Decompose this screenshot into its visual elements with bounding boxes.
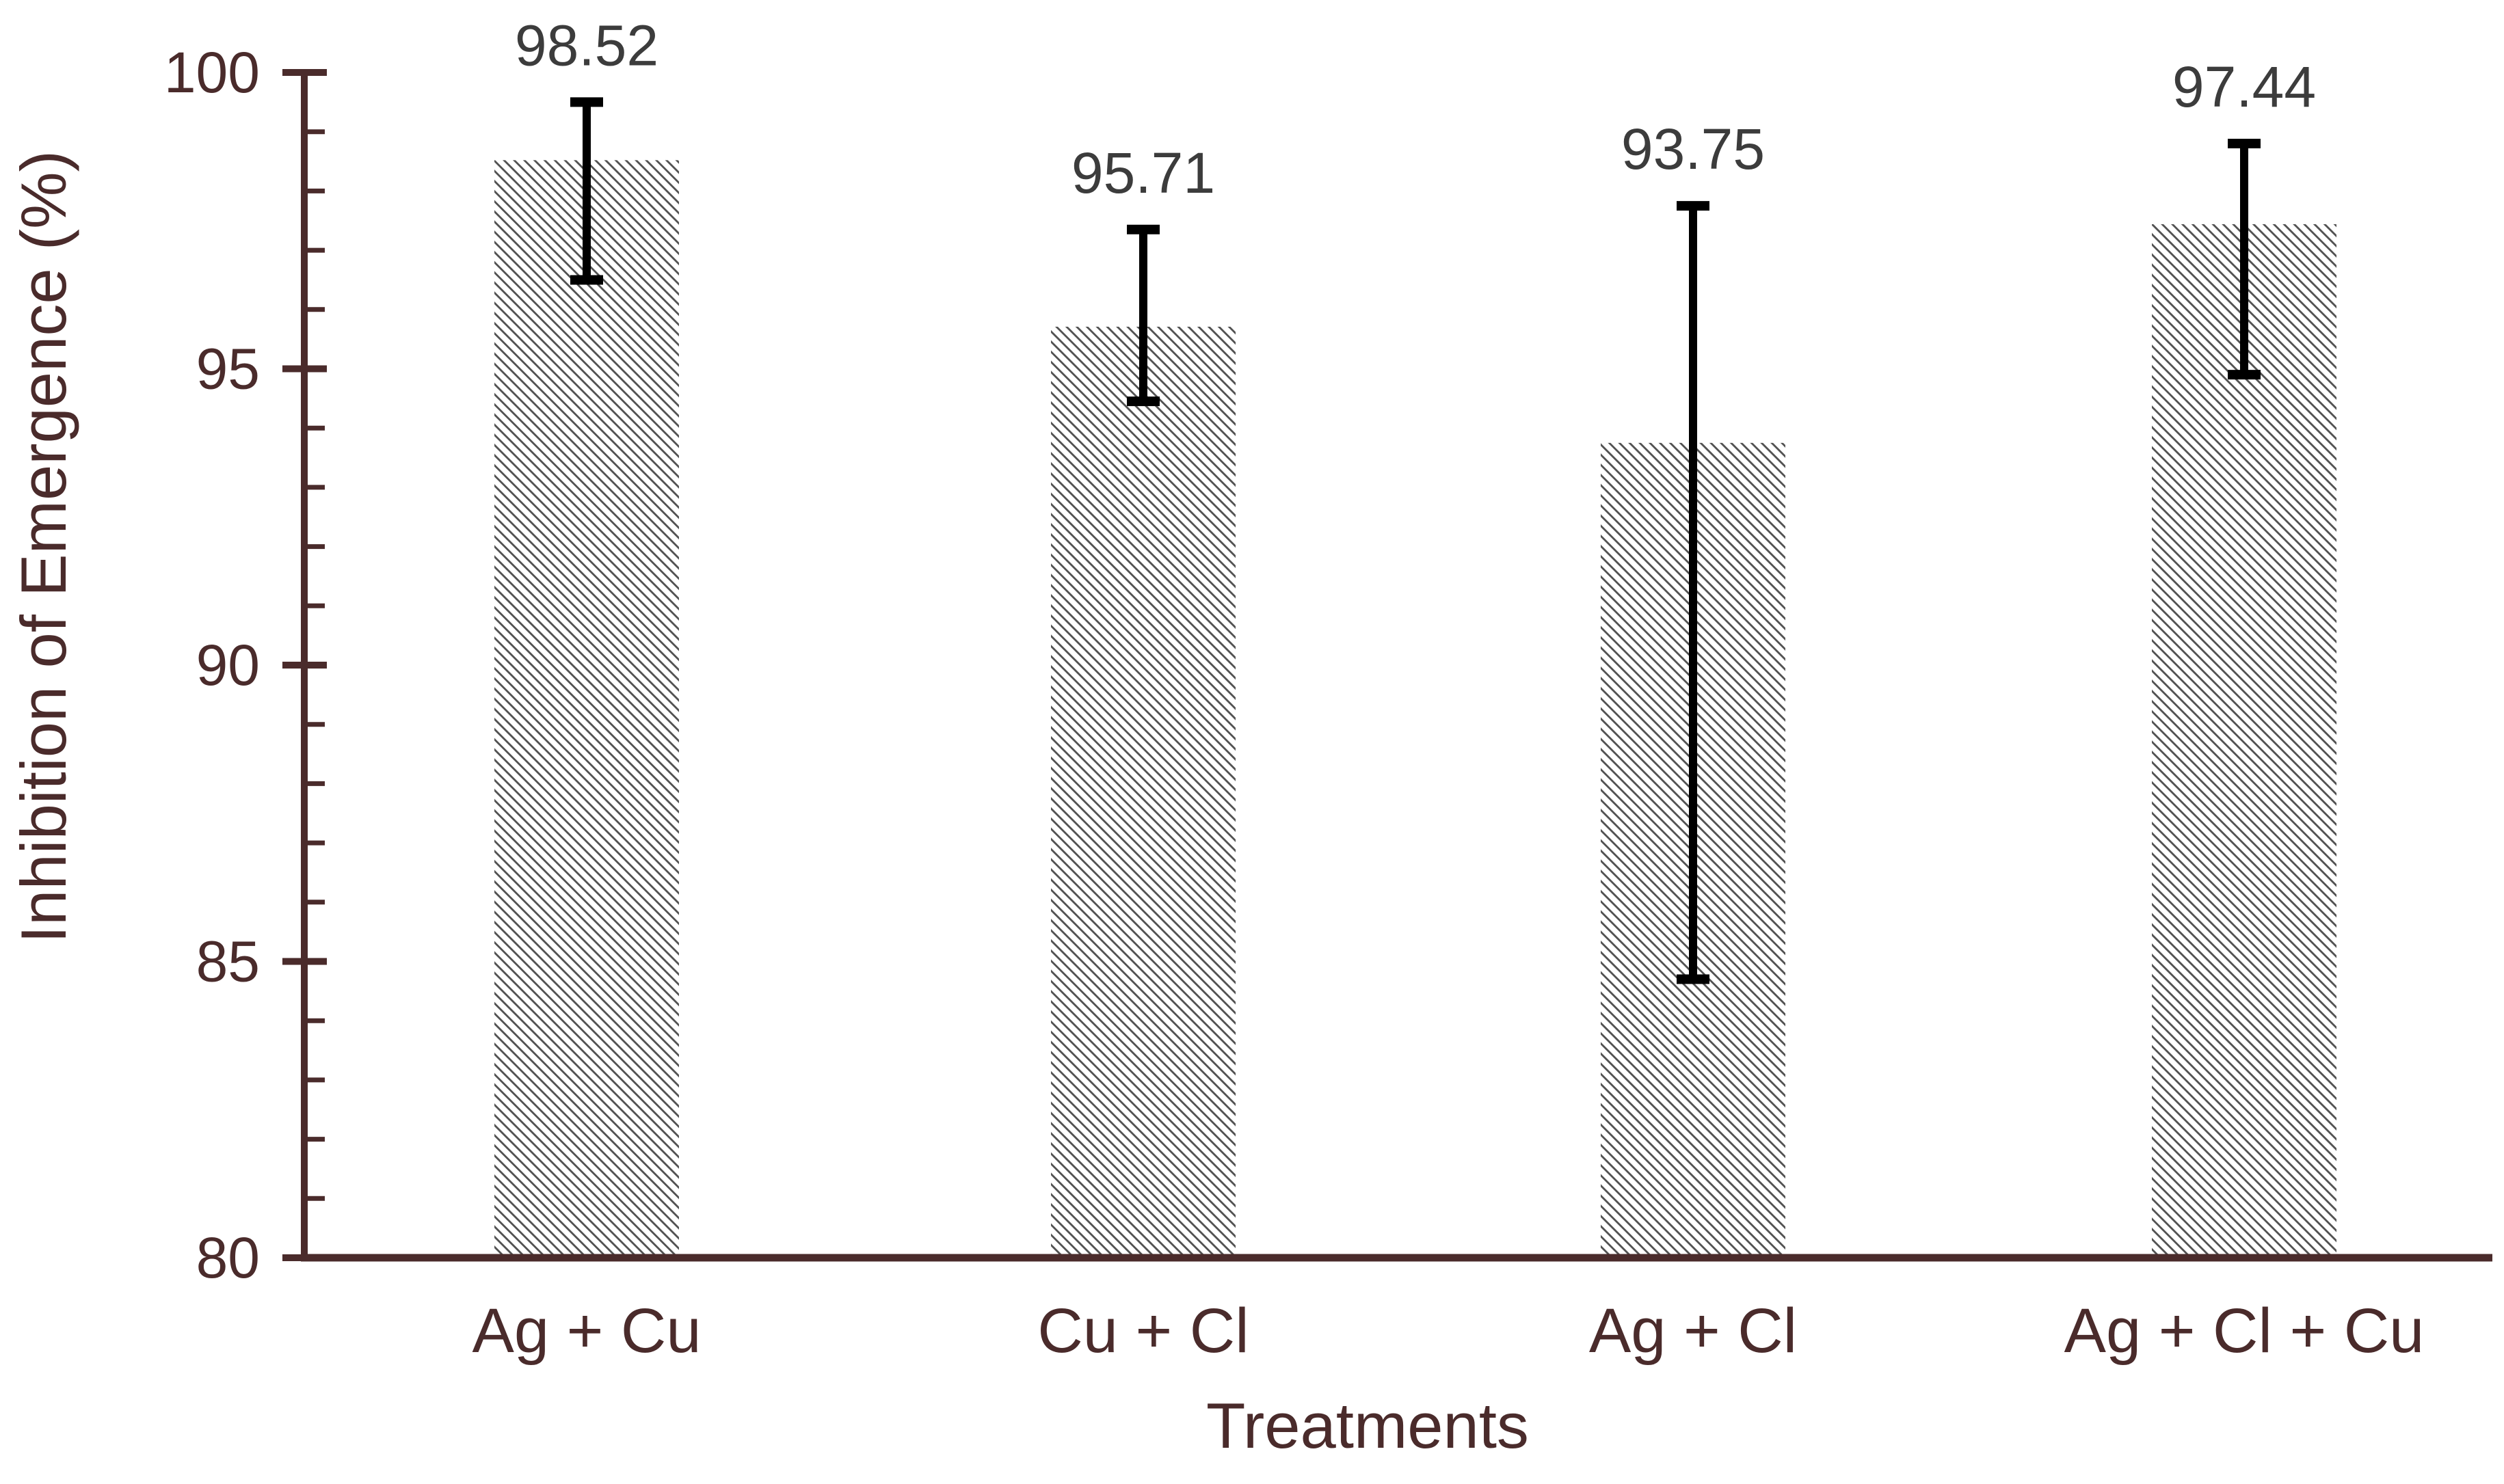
- y-tick-label: 100: [164, 40, 260, 105]
- category-label: Ag + Cl: [1589, 1296, 1797, 1366]
- category-label: Cu + Cl: [1037, 1296, 1249, 1366]
- y-tick-label: 80: [196, 1226, 260, 1290]
- error-bars-layer: [570, 97, 2261, 984]
- y-axis-title: Inhibition of Emergence (%): [8, 150, 79, 943]
- bar: [2152, 224, 2336, 1258]
- bar: [1051, 326, 1236, 1258]
- bar-value-label: 93.75: [1621, 117, 1765, 181]
- bar-value-label: 95.71: [1071, 141, 1215, 205]
- y-tick-label: 85: [196, 930, 260, 994]
- bar-value-label: 98.52: [515, 13, 658, 77]
- category-label: Ag + Cl + Cu: [2064, 1296, 2425, 1366]
- bar-value-label: 97.44: [2172, 55, 2316, 119]
- bars-layer: [494, 160, 2336, 1258]
- y-tick-label: 90: [196, 633, 260, 697]
- labels-layer: 98.52 95.71 93.75 97.44 Ag + Cu Cu + Cl Ag + C…: [470, 13, 2427, 1368]
- x-axis-title: Treatments: [1206, 1390, 1529, 1461]
- y-tick-label: 95: [196, 337, 260, 401]
- bar: [494, 160, 679, 1258]
- axes-layer: 100 95 90 85 80: [161, 38, 2492, 1293]
- category-label: Ag + Cu: [472, 1296, 702, 1366]
